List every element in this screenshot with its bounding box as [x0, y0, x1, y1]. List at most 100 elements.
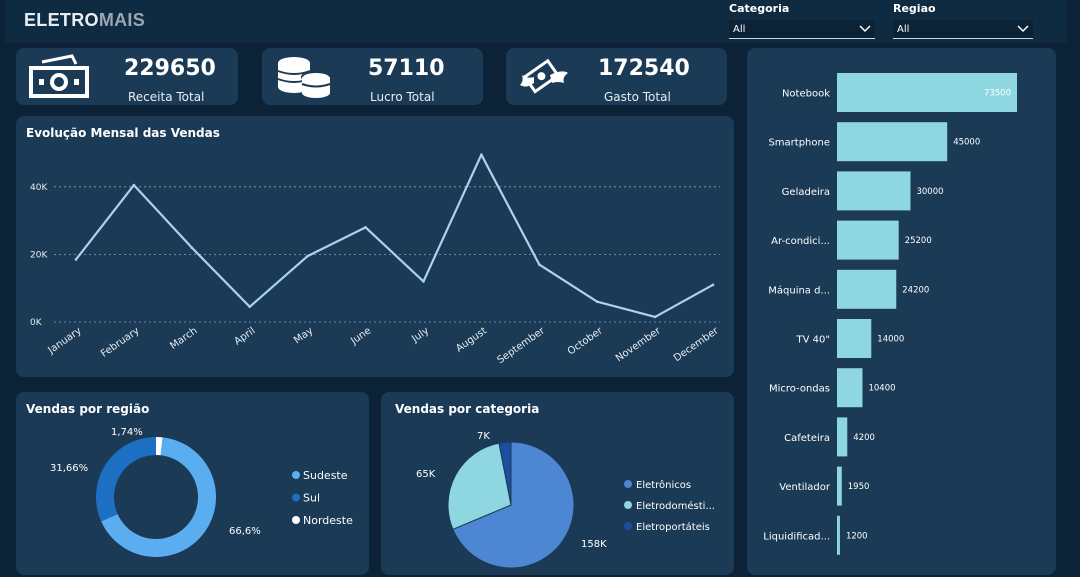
chevron-down-icon — [1017, 25, 1029, 33]
pie-slice — [447, 442, 512, 530]
bar-value-label: 14000 — [877, 335, 904, 345]
series-line — [75, 153, 714, 319]
kpi-receita-value: 229650 — [124, 56, 216, 81]
bar-value-label: 4200 — [853, 433, 875, 443]
bar-category-label: Ar-condici... — [771, 236, 830, 247]
x-tick-label: November — [614, 325, 664, 364]
legend-label: Nordeste — [303, 514, 353, 527]
filter-categoria-label: Categoria — [729, 2, 790, 15]
line-chart: 0K 20K 40K January February March April May June… — [30, 153, 722, 366]
data-point — [422, 280, 425, 283]
brand-part-1: ELETRO — [24, 10, 99, 30]
bar-category-label: Micro-ondas — [769, 384, 830, 395]
filter-regiao-label: Regiao — [893, 2, 936, 15]
donut-slice — [101, 437, 216, 557]
x-tick-label: December — [672, 325, 722, 364]
data-point — [537, 263, 541, 266]
bar — [837, 319, 872, 358]
bar — [837, 171, 911, 211]
data-point — [306, 254, 309, 258]
coins-icon — [277, 57, 331, 98]
slice-label: 158K — [581, 539, 607, 550]
bar-value-label: 10400 — [868, 384, 895, 394]
bar-category-label: Ventilador — [779, 482, 831, 493]
bar — [837, 368, 863, 408]
bar-category-label: Geladeira — [782, 187, 830, 198]
legend-marker — [292, 493, 300, 502]
data-point — [480, 153, 483, 156]
bar-category-label: Máquina d... — [768, 284, 830, 296]
kpi-gasto-card: 172540 Gasto Total — [506, 48, 727, 105]
filter-regiao: Regiao All — [893, 2, 1033, 39]
data-point — [711, 283, 715, 287]
bar — [837, 122, 948, 162]
kpi-lucro-card: 57110 Lucro Total — [262, 48, 483, 105]
kpi-gasto-value: 172540 — [598, 56, 690, 81]
data-point — [74, 258, 78, 261]
data-point — [364, 226, 367, 229]
legend-label: Eletrônicos — [636, 479, 691, 491]
donut-chart-title: Vendas por região — [26, 402, 150, 416]
data-point — [190, 246, 194, 249]
legend-marker — [292, 516, 300, 524]
donut-chart: 66,6% 31,66% 1,74% Sudeste Sul Nordeste — [50, 427, 353, 557]
bar-value-label: 24200 — [902, 285, 929, 295]
filter-regiao-dropdown[interactable]: All — [893, 20, 1033, 39]
pie-chart-card: Vendas por categoria 158K 65K 7K Eletrônico… — [381, 392, 734, 575]
bar-value-label: 1950 — [848, 482, 870, 492]
bar — [837, 269, 897, 309]
line-chart-card: Evolução Mensal das Vendas 0K 20K 40K Janua… — [16, 116, 734, 377]
brand-logo: ELETROMAIS — [24, 10, 145, 31]
bar-category-label: Smartphone — [768, 138, 830, 149]
x-tick-label: March — [168, 325, 199, 351]
pie-chart-title: Vendas por categoria — [395, 402, 540, 416]
bar-value-label: 1200 — [846, 531, 868, 541]
brand-part-2: MAIS — [98, 10, 146, 30]
kpi-lucro-value: 57110 — [368, 56, 445, 81]
bar-category-label: Liquidificad... — [763, 531, 830, 542]
bar-chart: Notebook 73500 Smartphone 45000 Geladeira 300… — [763, 73, 1017, 555]
kpi-receita-label: Receita Total — [128, 90, 205, 104]
slice-label: 66,6% — [229, 526, 261, 537]
filter-categoria-dropdown[interactable]: All — [729, 20, 875, 39]
data-point — [595, 300, 599, 304]
legend-label: Eletroportáteis — [636, 521, 710, 533]
bar-value-label: 25200 — [905, 236, 932, 246]
cash-icon — [29, 54, 89, 98]
x-tick-label: May — [292, 325, 315, 346]
x-tick-label: February — [99, 325, 142, 359]
filter-regiao-value: All — [897, 24, 910, 35]
data-point — [132, 183, 136, 187]
bar-category-label: Notebook — [782, 89, 830, 100]
chevron-down-icon — [859, 25, 871, 33]
pie-chart: 158K 65K 7K Eletrônicos Eletrodomésti... Elet… — [416, 431, 715, 569]
line-chart-title: Evolução Mensal das Vendas — [26, 126, 220, 140]
x-tick-label: October — [566, 325, 606, 357]
y-tick-label: 40K — [30, 183, 48, 193]
slice-label: 65K — [416, 469, 436, 480]
y-tick-label: 20K — [30, 250, 48, 260]
kpi-lucro-label: Lucro Total — [370, 90, 435, 104]
bar-chart-card: Notebook 73500 Smartphone 45000 Geladeira 300… — [747, 48, 1056, 575]
bar — [837, 417, 848, 457]
pie-slice — [452, 441, 575, 569]
bar-value-label: 30000 — [916, 187, 943, 197]
bar-category-label: TV 40" — [796, 335, 830, 346]
bar — [837, 220, 899, 260]
data-point — [248, 305, 252, 309]
legend-label: Sul — [303, 492, 320, 505]
x-tick-label: January — [46, 325, 84, 356]
header-bar — [5, 0, 1067, 42]
x-tick-label: July — [409, 325, 431, 345]
flying-money-icon — [520, 58, 568, 94]
legend-marker — [292, 471, 300, 479]
kpi-receita-card: 229650 Receita Total — [16, 48, 238, 105]
pie-slice — [498, 441, 512, 506]
donut-chart-card: Vendas por região 66,6% 31,66% 1,74% Sudest… — [16, 392, 369, 575]
slice-label: 1,74% — [111, 427, 143, 438]
legend-marker — [624, 480, 632, 488]
slice-label: 7K — [477, 431, 490, 442]
bar — [837, 73, 1017, 112]
filter-categoria-value: All — [733, 24, 746, 35]
slice-label: 31,66% — [50, 463, 88, 474]
